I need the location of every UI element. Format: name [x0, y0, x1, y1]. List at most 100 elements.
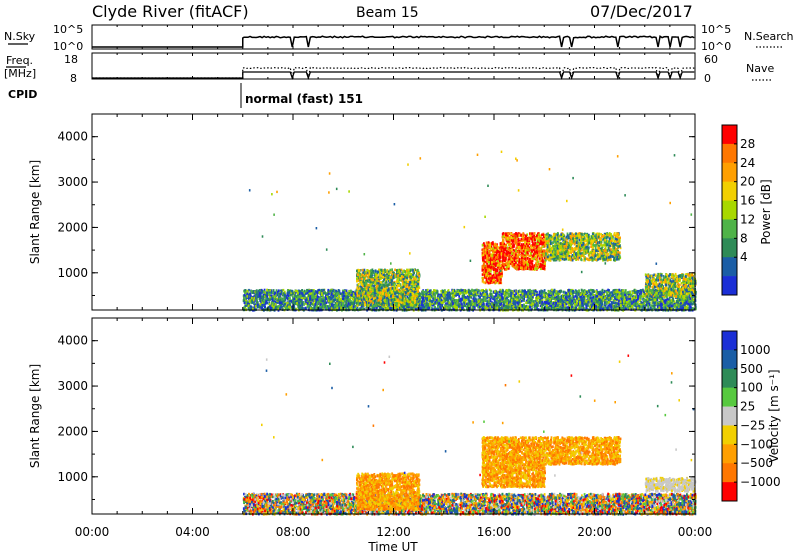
echo-cell	[480, 292, 482, 295]
echo-cell	[618, 289, 620, 292]
echo-cell	[628, 295, 630, 298]
echo-cell	[291, 290, 293, 293]
echo-cell	[257, 296, 259, 299]
beam-label: Beam 15	[356, 5, 419, 21]
echo-cell	[479, 299, 481, 302]
echo-cell	[266, 295, 268, 298]
echo-cell	[542, 303, 544, 306]
echo-cell	[324, 292, 326, 295]
echo-cell	[341, 293, 343, 296]
echo-cell	[522, 298, 524, 301]
echo-cell	[403, 306, 405, 309]
echo-cell	[244, 294, 246, 297]
echo-cell	[456, 307, 458, 310]
echo-cell	[587, 297, 589, 300]
echo-cell	[338, 289, 340, 292]
echo-cell	[259, 289, 261, 292]
echo-cell	[563, 295, 565, 298]
echo-cell	[544, 289, 546, 292]
echo-cell	[426, 299, 428, 302]
cpid-label: CPID	[8, 88, 37, 101]
echo-cell	[590, 289, 592, 292]
echo-cell	[618, 299, 620, 302]
echo-cell	[243, 306, 245, 309]
freq-panel: Freq. [MHz] 18 8 60 0 Nave	[4, 53, 774, 85]
echo-cell	[474, 289, 476, 292]
echo-cell	[429, 290, 431, 293]
echo-cell	[452, 306, 454, 309]
echo-cell	[297, 296, 299, 299]
echo-cell	[448, 293, 450, 296]
echo-cell	[578, 298, 580, 301]
freq-label-2: [MHz]	[4, 67, 36, 80]
echo-cell	[447, 298, 449, 301]
echo-cell	[259, 292, 261, 295]
echo-cell	[273, 289, 275, 292]
echo-cell	[460, 300, 462, 303]
echo-cell	[278, 305, 280, 308]
echo-cell	[572, 290, 574, 293]
echo-cell	[550, 302, 552, 305]
freq-label-1: Freq.	[6, 54, 33, 67]
cpid-value: normal (fast) 151	[245, 92, 363, 106]
echo-cell	[508, 293, 510, 296]
echo-cell	[596, 295, 598, 298]
echo-cell	[494, 299, 496, 302]
echo-cell	[286, 297, 288, 300]
echo-cell	[647, 306, 649, 309]
echo-cell	[440, 290, 442, 293]
echo-cell	[525, 305, 527, 308]
echo-cell	[346, 289, 348, 292]
echo-cell	[663, 306, 665, 309]
echo-cell	[528, 291, 530, 294]
echo-cell	[632, 297, 634, 300]
echo-cell	[547, 298, 549, 301]
echo-cell	[345, 296, 347, 299]
echo-cell	[520, 297, 522, 300]
echo-cell	[324, 300, 326, 303]
echo-cell	[552, 292, 554, 295]
echo-cell	[517, 302, 519, 305]
echo-cell	[622, 296, 624, 299]
echo-cell	[264, 306, 266, 309]
echo-cell	[448, 289, 450, 292]
echo-cell	[607, 289, 609, 292]
echo-cell	[343, 291, 345, 294]
echo-cell	[272, 292, 274, 295]
echo-cell	[692, 307, 694, 310]
echo-cell	[485, 306, 487, 309]
echo-cell	[261, 295, 263, 298]
echo-cell	[502, 296, 504, 299]
echo-cell	[544, 295, 546, 298]
echo-cell	[436, 291, 438, 294]
echo-cell	[642, 295, 644, 298]
echo-cell	[581, 289, 583, 292]
nsky-tick-top: 10^5	[53, 23, 83, 36]
echo-cell	[639, 299, 641, 302]
echo-cell	[447, 295, 449, 298]
echo-cell	[326, 301, 328, 304]
echo-cell	[257, 301, 259, 304]
echo-cell	[672, 299, 674, 302]
echo-cell	[350, 294, 352, 297]
echo-cell	[303, 303, 305, 306]
station-title: Clyde River (fitACF)	[92, 2, 249, 21]
echo-cell	[613, 299, 615, 302]
nsky-tick-bottom: 10^0	[53, 40, 83, 53]
echo-cell	[524, 290, 526, 293]
echo-cell	[567, 306, 569, 309]
echo-cell	[559, 296, 561, 299]
freq-frame	[92, 53, 695, 79]
echo-cell	[536, 302, 538, 305]
echo-cell	[620, 304, 622, 307]
echo-cell	[522, 293, 524, 296]
echo-cell	[579, 301, 581, 304]
nsky-trace	[92, 36, 694, 47]
echo-cell	[508, 289, 510, 292]
echo-cell	[331, 293, 333, 296]
echo-cell	[495, 293, 497, 296]
nave-label: Nave	[746, 62, 774, 75]
echo-cell	[269, 303, 271, 306]
echo-cell	[450, 297, 452, 300]
